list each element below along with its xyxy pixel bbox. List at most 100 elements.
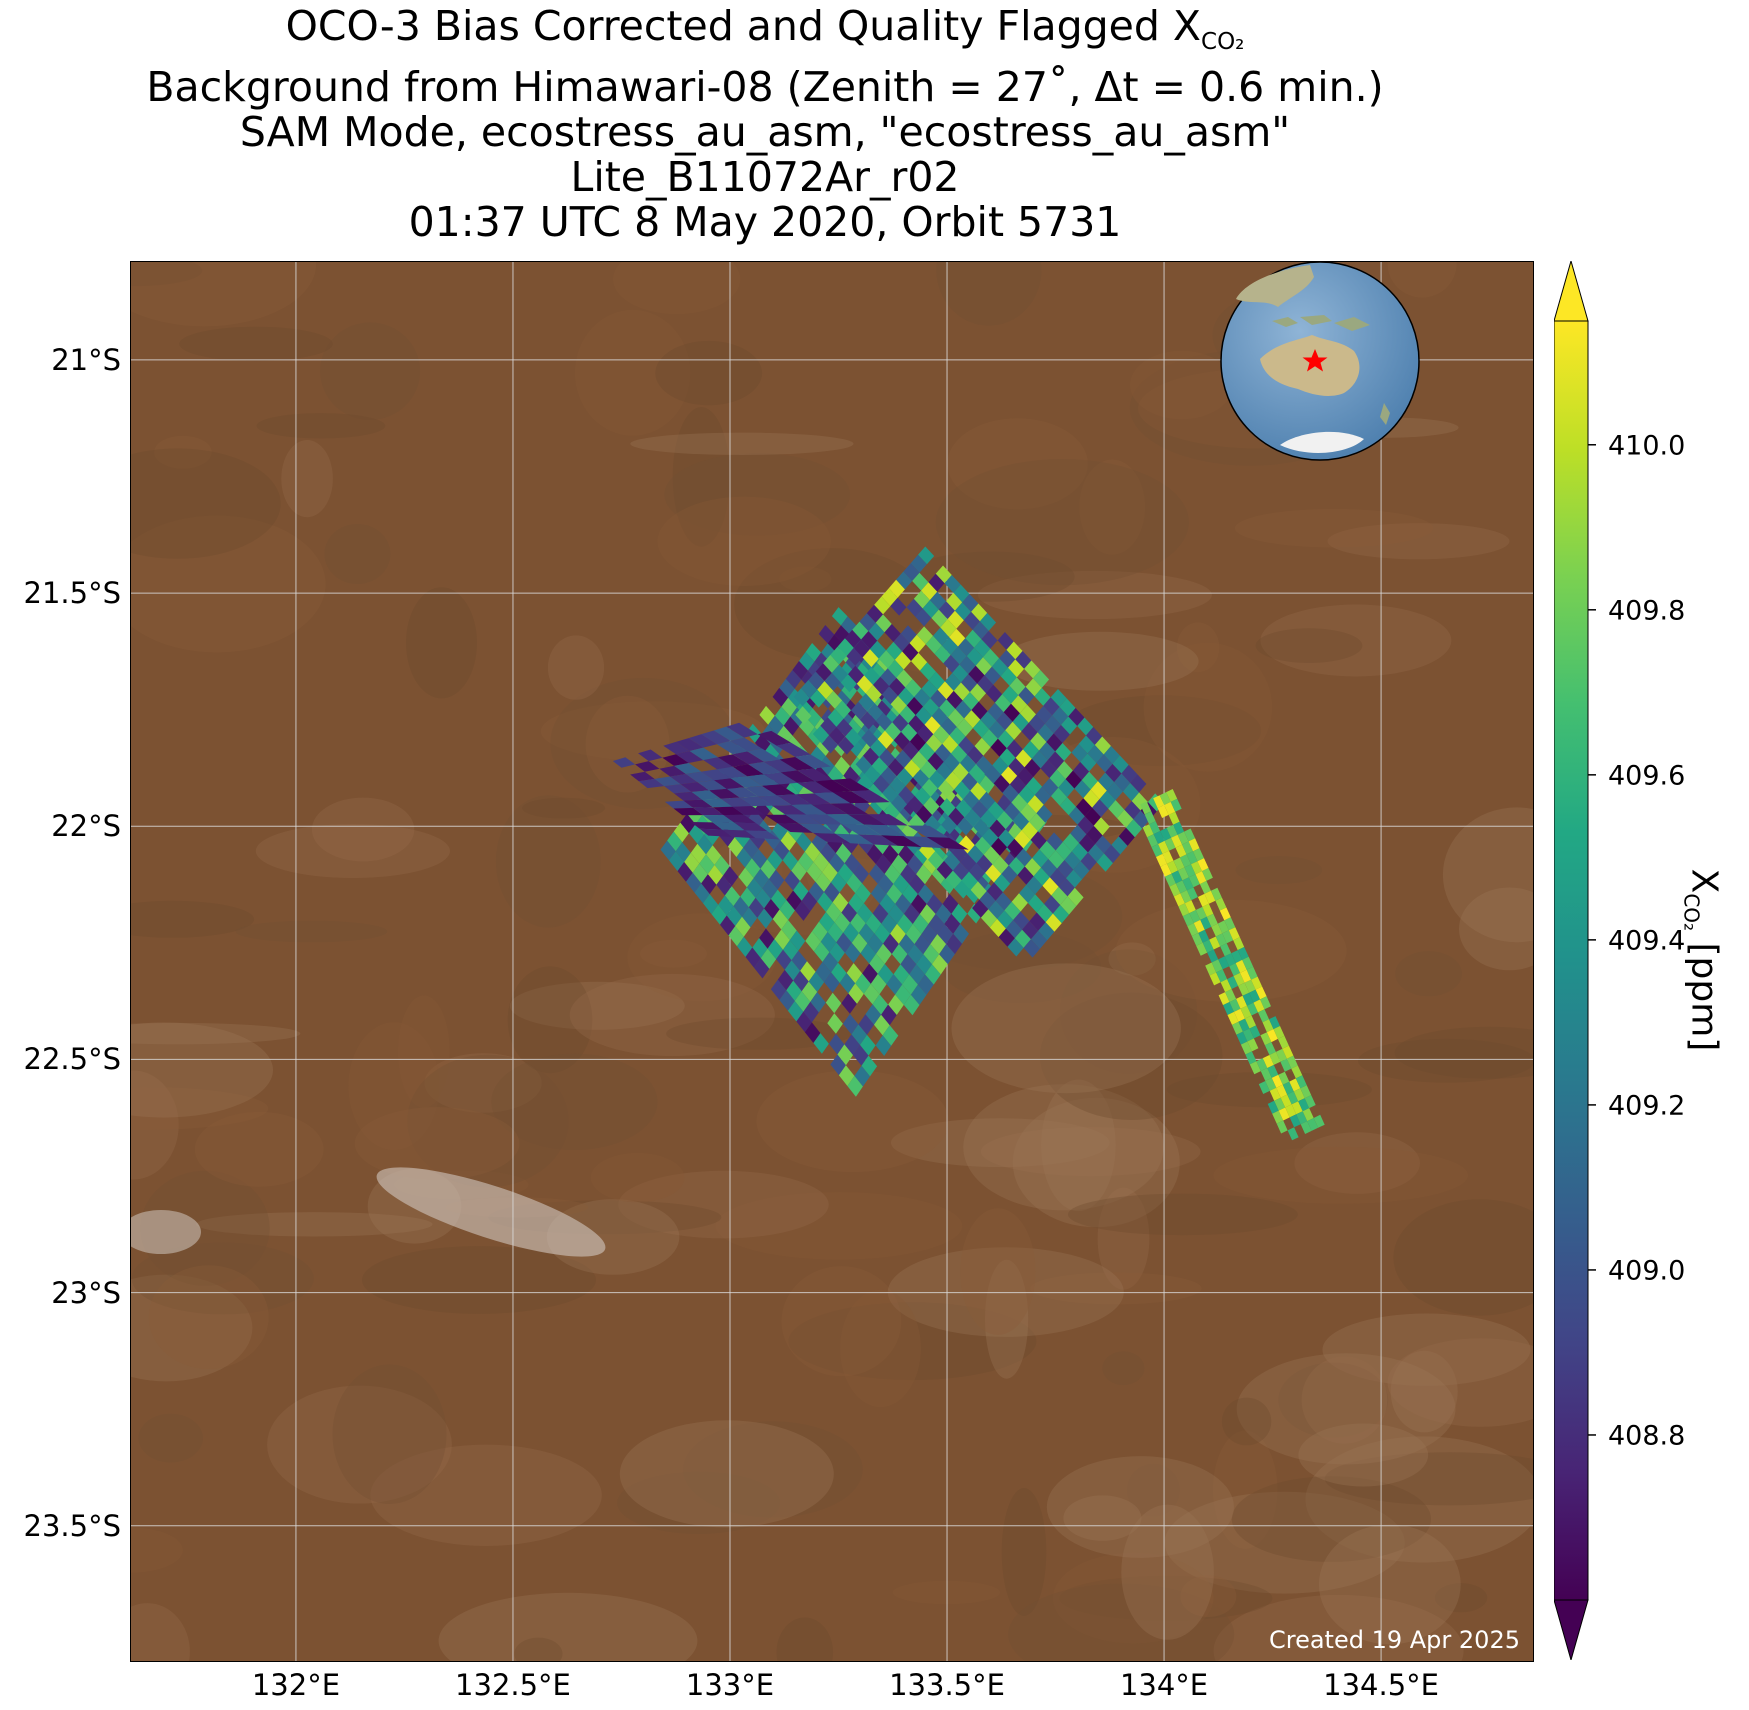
xco2-sounding-cell xyxy=(830,646,847,665)
xco2-sounding-cell xyxy=(875,614,892,633)
xco2-sounding-cell xyxy=(834,690,851,710)
xco2-sounding-cell xyxy=(1033,867,1050,886)
xco2-sounding-cell xyxy=(980,909,998,928)
xco2-sounding-cell xyxy=(1038,922,1055,941)
xco2-sounding-cell xyxy=(685,771,715,783)
terrain-patch xyxy=(1008,1583,1235,1661)
xco2-sounding-cell xyxy=(1059,797,1076,816)
xco2-sounding-cell xyxy=(907,854,923,875)
xco2-sounding-cell xyxy=(891,944,908,965)
xco2-sounding-cell xyxy=(917,974,934,995)
xco2-sounding-cell xyxy=(1171,870,1183,884)
xco2-sounding-cell xyxy=(769,869,785,890)
xco2-sounding-cell xyxy=(895,749,912,768)
xco2-sounding-cell xyxy=(888,579,905,598)
xco2-sounding-cell xyxy=(946,592,963,611)
xco2-sounding-cell xyxy=(1225,989,1237,1002)
xco2-sounding-cell xyxy=(1079,834,1096,853)
xco2-sounding-cell xyxy=(1267,1100,1279,1114)
xco2-sounding-cell xyxy=(673,807,703,816)
xco2-sounding-cell xyxy=(981,729,998,748)
terrain-patch xyxy=(348,1022,440,1150)
xco2-sounding-cell xyxy=(1004,802,1021,821)
xco2-sounding-cell xyxy=(1006,641,1023,660)
terrain-patch xyxy=(179,326,333,362)
xco2-sounding-cell xyxy=(1184,828,1196,842)
terrain-patch xyxy=(256,413,386,439)
xco2-sounding-cell xyxy=(1217,920,1229,934)
xco2-sounding-cell xyxy=(1156,853,1167,867)
xco2-sounding-cell xyxy=(1242,992,1254,1006)
xco2-sounding-cell xyxy=(820,932,837,953)
terrain-patch xyxy=(890,1118,1110,1168)
xco2-sounding-cell xyxy=(949,727,966,745)
xco2-sounding-cell xyxy=(1277,1035,1289,1049)
xco2-sounding-cell xyxy=(1033,670,1050,688)
terrain-patch xyxy=(1180,1575,1237,1618)
xco2-sounding-cell xyxy=(1126,819,1143,838)
xco2-sounding-cell xyxy=(1070,824,1087,843)
xco2-sounding-cell xyxy=(804,1022,821,1043)
xco2-sounding-cell xyxy=(1046,733,1063,752)
xco2-sounding-cell xyxy=(1276,1084,1288,1098)
xco2-sounding-cell xyxy=(1210,887,1222,901)
xco2-sounding-cell xyxy=(1258,1009,1269,1023)
xco2-sounding-cell xyxy=(812,921,828,942)
xco2-sounding-cell xyxy=(757,908,773,929)
xco2-sounding-cell xyxy=(796,832,812,852)
xco2-sounding-cell xyxy=(857,903,873,924)
xco2-sounding-cell xyxy=(881,835,922,847)
xco2-sounding-cell xyxy=(889,677,906,696)
xco2-sounding-cell xyxy=(664,784,692,794)
xco2-sounding-cell xyxy=(824,882,840,903)
xco2-sounding-cell xyxy=(1023,939,1040,958)
xco2-sounding-cell xyxy=(977,675,994,694)
terrain-patch xyxy=(672,407,730,547)
xco2-sounding-cell xyxy=(733,896,749,917)
xco2-sounding-cell xyxy=(916,626,933,645)
xco2-sounding-cell xyxy=(1291,1065,1303,1079)
lat-tick-label: 23.5°S xyxy=(23,1508,121,1543)
terrain-patch xyxy=(1059,1575,1273,1621)
xco2-sounding-cell xyxy=(660,840,676,861)
xco2-sounding-cell xyxy=(848,983,864,1004)
xco2-sounding-cell xyxy=(860,943,877,964)
colorbar-gradient xyxy=(1553,320,1589,1601)
xco2-sounding-cell xyxy=(904,904,920,924)
xco2-sounding-cell xyxy=(927,752,944,771)
terrain-patch xyxy=(569,973,775,1057)
xco2-sounding-cell xyxy=(1024,660,1041,679)
terrain-patch xyxy=(1102,1351,1145,1386)
xco2-sounding-cell xyxy=(1030,930,1048,949)
xco2-sounding-cell xyxy=(944,913,961,934)
xco2-sounding-cell xyxy=(1285,1104,1297,1118)
xco2-sounding-cell xyxy=(930,689,947,708)
xco2-sounding-cell xyxy=(662,754,689,766)
xco2-sounding-cell xyxy=(931,864,948,885)
xco2-sounding-cell xyxy=(844,1034,860,1056)
xco2-sounding-cell xyxy=(850,913,866,934)
xco2-sounding-cell xyxy=(962,790,980,809)
xco2-sounding-cell xyxy=(911,652,928,671)
xco2-sounding-cell xyxy=(922,600,939,618)
xco2-sounding-cell xyxy=(946,690,963,709)
colorbar-tick-label: 409.6 xyxy=(1608,760,1686,792)
xco2-sounding-cell xyxy=(881,588,898,607)
xco2-sounding-cell xyxy=(1030,732,1047,751)
xco2-sounding-cell xyxy=(997,910,1014,929)
xco2-sounding-cell xyxy=(921,924,938,945)
terrain-patch xyxy=(1059,949,1198,1074)
xco2-sounding-cell xyxy=(1157,805,1169,818)
xco2-sounding-cell xyxy=(909,733,926,752)
xco2-sounding-cell xyxy=(1112,755,1129,774)
xco2-sounding-cell xyxy=(1298,1098,1310,1112)
xco2-sounding-cell xyxy=(1147,834,1159,848)
terrain-patch xyxy=(1235,856,1323,885)
xco2-sounding-cell xyxy=(926,836,969,850)
xco2-sounding-cell xyxy=(701,769,731,781)
xco2-sounding-cell xyxy=(1072,762,1090,781)
terrain-patch xyxy=(1143,642,1273,772)
xco2-sounding-cell xyxy=(654,776,681,787)
terrain-patch xyxy=(657,496,831,586)
xco2-sounding-cell xyxy=(832,892,849,913)
